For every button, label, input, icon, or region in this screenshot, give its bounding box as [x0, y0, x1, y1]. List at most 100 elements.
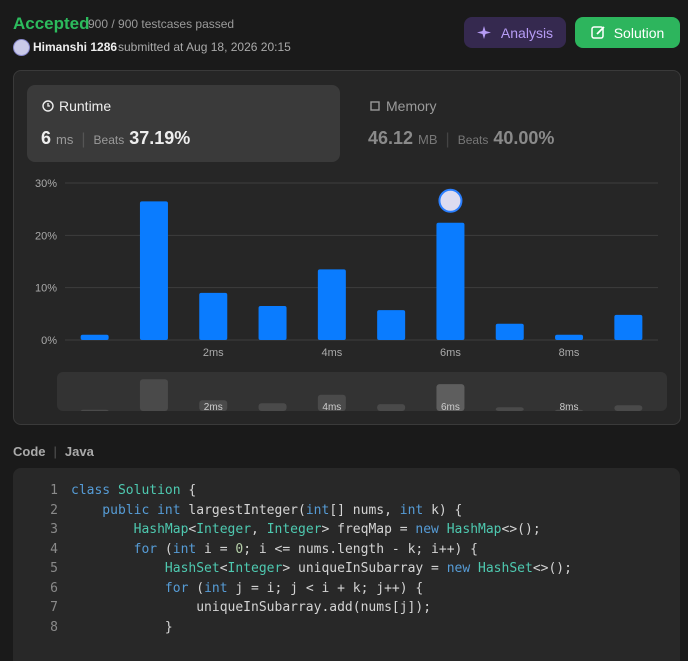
code-token: for [71, 580, 189, 596]
user-avatar [438, 188, 463, 213]
line-number: 7 [50, 600, 58, 615]
code-token: Solution [110, 483, 181, 498]
code-line: HashMap<Integer, Integer> freqMap = new … [71, 522, 541, 537]
code-token: int [204, 580, 228, 596]
code-line: HashSet<Integer> uniqueInSubarray = new … [71, 561, 572, 576]
code-token: int [172, 541, 197, 557]
runtime-stats: 6 ms | Beats 37.19% [41, 128, 191, 148]
code-line: } [71, 620, 173, 635]
solution-label: Solution [613, 24, 665, 41]
analysis-button[interactable]: Analysis [464, 17, 566, 48]
code-token: > uniqueInSubarray = [282, 561, 447, 576]
mini-tick-label: 2ms [204, 402, 223, 413]
x-tick-label: 4ms [321, 347, 342, 359]
code-token: HashMap [438, 522, 502, 537]
memory-value: 46.12 [368, 128, 414, 148]
code-token: <>(); [501, 522, 541, 537]
sparkle-icon [476, 25, 491, 39]
code-token: ; i <= nums.length - k; i++) { [243, 541, 479, 557]
line-number: 4 [50, 541, 58, 557]
code-token: Integer [227, 561, 283, 576]
line-number: 6 [50, 580, 58, 596]
code-token: > freqMap = [321, 522, 416, 537]
testcases: 900 / 900 testcases passed [88, 17, 235, 31]
code-line: class Solution { [71, 483, 196, 498]
mini-bar [377, 404, 406, 411]
code-line: public int largestInteger(int[] nums, in… [71, 503, 462, 518]
runtime-label: Runtime [59, 98, 112, 114]
mini-tick-label: 6ms [441, 402, 460, 413]
analysis-label: Analysis [500, 24, 554, 41]
code-token: largestInteger( [180, 502, 306, 518]
clock-icon [42, 100, 54, 112]
runtime-unit: ms [56, 132, 74, 147]
code-token: j = i; j < i + k; j++) { [227, 580, 424, 596]
x-tick-label: 6ms [440, 347, 461, 359]
memory-beats-label: Beats [457, 133, 489, 147]
line-number: 3 [50, 522, 58, 537]
code-token: HashSet [470, 561, 533, 576]
solution-button[interactable]: Solution [575, 17, 680, 48]
code-token: < [219, 561, 228, 576]
bar [258, 305, 287, 340]
mini-bar [199, 400, 228, 411]
code-token: } [71, 619, 173, 635]
bar [139, 201, 168, 340]
mini-tick-label: 4ms [322, 402, 341, 413]
mini-bar [317, 394, 346, 411]
code-token: int [399, 502, 424, 518]
code-line: uniqueInSubarray.add(nums[j]); [71, 600, 431, 615]
memory-beats: 40.00% [493, 128, 555, 148]
line-number: 5 [50, 561, 58, 576]
code-token: HashMap [71, 522, 189, 537]
chip-icon [370, 101, 380, 111]
code-token: Integer [266, 522, 322, 537]
bar [436, 222, 465, 340]
line-number: 2 [50, 502, 58, 518]
mini-bar [80, 409, 109, 411]
code-token: , [251, 522, 267, 537]
mini-bar [555, 409, 584, 411]
code-token: i = [196, 541, 236, 557]
mini-bar [139, 379, 168, 411]
code-token: < [188, 522, 197, 537]
code-token: k) { [423, 502, 463, 518]
y-tick-label: 30% [35, 178, 57, 190]
runtime-value: 6 [41, 128, 52, 148]
code-token: ( [188, 580, 205, 596]
bar [495, 323, 524, 340]
beats-label: Beats [93, 133, 125, 147]
mini-bar [614, 405, 643, 411]
code-token: new [446, 561, 471, 576]
code-token: int [149, 502, 181, 518]
bar [377, 310, 406, 340]
user-marker [438, 188, 463, 213]
runtime-beats: 37.19% [129, 128, 191, 148]
bar [317, 269, 346, 340]
bar [555, 334, 584, 340]
code-token: [] nums, [329, 502, 400, 518]
mini-tick-label: 8ms [560, 402, 579, 413]
code-token: HashSet [71, 561, 220, 576]
status: Accepted [13, 14, 90, 33]
code-header: Code | Java [13, 444, 94, 459]
y-tick-label: 0% [41, 335, 57, 347]
avatar[interactable] [13, 39, 30, 56]
code-line: for (int i = 0; i <= nums.length - k; i+… [71, 542, 478, 557]
code-token: ( [157, 541, 173, 557]
mini-bar [258, 403, 287, 411]
mini-bar [436, 384, 465, 411]
memory-label: Memory [386, 98, 437, 114]
bar [614, 314, 643, 340]
code-token: { [180, 483, 197, 498]
memory-stats: 46.12 MB | Beats 40.00% [368, 128, 555, 148]
code-token: <>(); [532, 561, 572, 576]
username[interactable]: Himanshi 1286 [33, 40, 118, 54]
runtime-card[interactable] [27, 85, 340, 162]
language: Java [64, 444, 94, 459]
code-token: public [71, 502, 150, 518]
memory-header[interactable]: Memory [369, 98, 437, 114]
line-number: 1 [50, 483, 58, 498]
code-token: 0 [235, 541, 244, 557]
y-tick-label: 10% [35, 283, 57, 295]
